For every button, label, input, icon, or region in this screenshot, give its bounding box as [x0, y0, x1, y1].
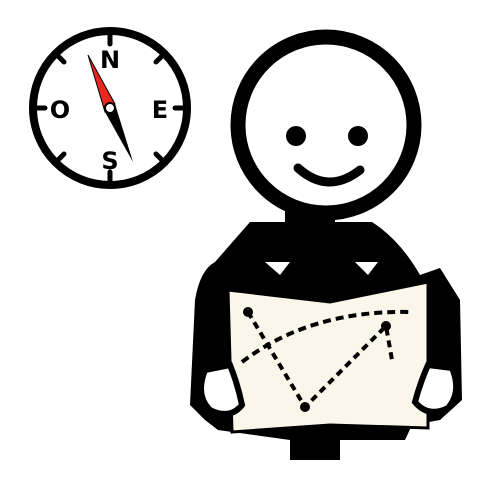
compass-icon: N S E O: [29, 27, 191, 189]
compass-south-label: S: [101, 147, 118, 175]
map-waypoint-middle: [300, 402, 310, 412]
compass-pivot: [104, 102, 116, 114]
person-smile: [293, 163, 365, 187]
map-sheet: [226, 280, 430, 434]
map-icon: [226, 280, 430, 434]
person-right-hand: [411, 361, 460, 415]
person-left-eye: [286, 126, 306, 146]
compass-ticks: [34, 32, 186, 184]
person-head: [230, 29, 422, 221]
shoulder-gap-right: [355, 262, 378, 275]
compass-east-label: E: [152, 96, 168, 124]
map-route-path: [246, 310, 394, 411]
compass-west-label: O: [50, 96, 70, 124]
shoulder-gap-left: [265, 262, 290, 275]
compass-north-label: N: [100, 46, 120, 74]
map-waypoint-end: [381, 321, 391, 331]
person-right-eye: [348, 126, 368, 146]
person-reading-map-icon: [190, 29, 462, 460]
person-left-hand: [198, 361, 246, 417]
map-waypoint-start: [243, 307, 253, 317]
compass-needle-south: [105, 104, 133, 162]
map-route-arc: [240, 309, 411, 364]
